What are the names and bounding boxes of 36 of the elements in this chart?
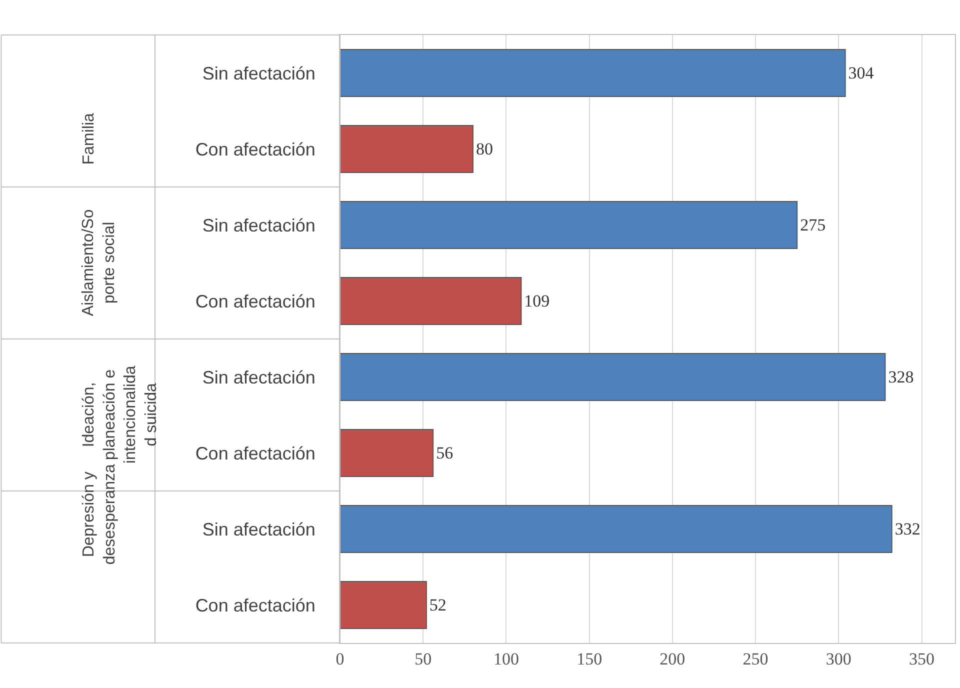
x-tick-label: 200 <box>660 649 686 668</box>
text: Familia <box>80 112 98 165</box>
data-label: 109 <box>524 292 550 310</box>
bar <box>340 48 846 98</box>
bar <box>340 200 798 250</box>
x-tick-label: 150 <box>576 649 602 668</box>
bar <box>340 428 434 478</box>
text: Ideación, planeación e intencionalidad suicida <box>80 366 160 464</box>
y-tick-label: Con afectación <box>195 291 316 312</box>
x-tick-label: 300 <box>826 649 852 668</box>
data-label: 304 <box>848 64 874 82</box>
text: Depresión y desesperanza <box>80 464 118 565</box>
data-label: 80 <box>476 140 493 158</box>
y-tick-label: Sin afectación <box>202 519 316 540</box>
y-tick-label: Sin afectación <box>202 215 316 236</box>
bar <box>340 504 892 554</box>
x-tick-label: 100 <box>493 649 519 668</box>
y-tick-label: Sin afectación <box>202 367 316 388</box>
bar <box>340 352 886 402</box>
data-label: 275 <box>800 216 826 234</box>
x-tick-label: 0 <box>336 649 344 668</box>
x-tick-label: 350 <box>909 649 935 668</box>
y-tick-label: Con afectación <box>195 595 316 616</box>
y-tick-label: Con afectación <box>195 443 316 464</box>
x-tick-label: 250 <box>742 649 768 668</box>
data-label: 328 <box>888 368 914 386</box>
bar <box>340 580 427 630</box>
bar <box>340 124 474 174</box>
data-label: 332 <box>894 520 920 538</box>
data-label: 52 <box>429 596 446 614</box>
x-tick-label: 50 <box>414 649 432 668</box>
y-tick-label: Sin afectación <box>202 63 316 84</box>
bar <box>340 276 522 326</box>
text: Aislamiento/Soporte social <box>80 209 118 316</box>
data-label: 56 <box>436 444 454 462</box>
y-tick-label: Con afectación <box>195 139 316 160</box>
